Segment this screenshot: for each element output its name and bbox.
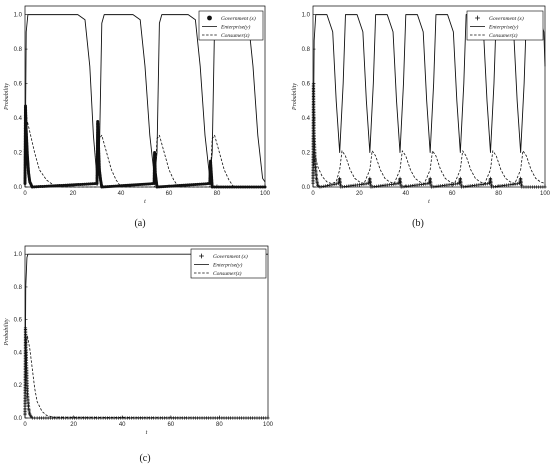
government-marker — [230, 185, 234, 189]
legend-label: Consumer(z) — [221, 32, 250, 39]
government-marker — [543, 185, 547, 189]
y-tick-label: 0.8 — [14, 47, 23, 53]
y-tick-label: 0.0 — [302, 185, 311, 191]
plot-frame — [24, 5, 266, 188]
y-tick-label: 0.6 — [302, 82, 311, 88]
legend-label: Enterprise(y) — [488, 24, 518, 31]
y-axis-label: Probability — [292, 83, 298, 111]
government-marker — [217, 185, 221, 189]
chart-panel-a: 0 20 40 60 80 100 0.0 0.2 0.4 0.6 0.8 1.0 t Probabili… — [4, 5, 271, 229]
x-tick-label: 20 — [70, 191, 77, 197]
legend: Government (x) Enterprise(y)Consumer(z) — [466, 10, 544, 41]
series-consumer-line — [312, 150, 546, 184]
y-tick-label: 0.6 — [14, 318, 23, 324]
y-tick-label: 1.0 — [14, 13, 23, 19]
x-tick-label: 0 — [311, 191, 315, 197]
government-marker — [237, 185, 241, 189]
y-tick-label: 0.4 — [14, 350, 23, 356]
panel-caption: (a) — [134, 218, 145, 229]
x-tick-label: 0 — [23, 191, 27, 197]
government-marker — [215, 185, 219, 189]
y-tick-label: 0.8 — [302, 47, 311, 53]
y-tick-label: 0.0 — [14, 185, 23, 191]
legend-swatch-government — [199, 253, 204, 259]
government-marker — [212, 185, 216, 189]
x-tick-label: 40 — [118, 191, 125, 197]
legend-label: Government (x) — [221, 15, 256, 22]
government-marker — [256, 185, 260, 189]
y-tick-label: 0.2 — [302, 151, 311, 157]
legend-swatch-government — [475, 15, 480, 21]
x-tick-label: 80 — [495, 191, 502, 197]
legend: Government (x) Enterprise(y)Consumer(z) — [190, 248, 267, 279]
chart-panel-c: 0 20 40 60 80 100 0.0 0.2 0.4 0.6 0.8 1.0 t Probabili… — [4, 245, 274, 464]
y-tick-label: 0.4 — [14, 116, 23, 122]
government-marker — [219, 185, 223, 189]
y-tick-label: 1.0 — [302, 13, 311, 19]
government-marker — [245, 185, 249, 189]
x-tick-label: 20 — [356, 191, 363, 197]
x-tick-label: 0 — [23, 422, 27, 428]
series-government-markers — [23, 104, 267, 189]
legend-label: Government (x) — [489, 15, 524, 22]
government-marker — [261, 185, 265, 189]
x-tick-label: 20 — [70, 422, 77, 428]
legend-label: Enterprise(y) — [212, 262, 242, 269]
y-tick-label: 0.2 — [14, 383, 23, 389]
y-tick-label: 0.6 — [14, 82, 23, 88]
y-tick-label: 0.4 — [302, 116, 311, 122]
x-tick-label: 100 — [263, 422, 274, 428]
x-tick-label: 60 — [167, 422, 174, 428]
x-tick-label: 80 — [214, 191, 221, 197]
legend-label: Consumer(z) — [489, 32, 518, 39]
x-tick-label: 100 — [260, 191, 271, 197]
legend-label: Government (x) — [213, 253, 248, 260]
government-marker — [221, 185, 225, 189]
government-marker — [241, 185, 245, 189]
x-axis-label: t — [144, 199, 146, 205]
government-marker — [223, 185, 227, 189]
x-tick-label: 100 — [540, 191, 550, 197]
legend: Government (x) Enterprise(y)Consumer(z) — [198, 10, 264, 41]
y-tick-label: 0.2 — [14, 151, 23, 157]
government-marker — [210, 185, 214, 189]
y-axis-label: Probability — [4, 318, 10, 346]
x-axis-label: t — [428, 199, 430, 205]
panel-caption: (b) — [412, 218, 424, 229]
government-marker — [228, 185, 232, 189]
y-tick-label: 0.8 — [14, 285, 23, 291]
series-consumer-line — [24, 121, 265, 188]
x-tick-label: 60 — [166, 191, 173, 197]
y-axis-label: Probability — [4, 83, 10, 111]
y-tick-label: 1.0 — [14, 252, 23, 258]
series-consumer-line — [24, 335, 269, 419]
legend-label: Enterprise(y) — [220, 24, 250, 31]
government-marker — [226, 185, 230, 189]
panel-caption: (c) — [139, 453, 150, 464]
series-government-markers — [23, 326, 270, 420]
series-enterprise-line — [24, 253, 268, 419]
x-tick-label: 40 — [119, 422, 126, 428]
legend-label: Consumer(z) — [213, 270, 242, 277]
series-enterprise-line — [312, 14, 546, 188]
y-tick-label: 0.0 — [14, 416, 23, 422]
x-tick-label: 80 — [216, 422, 223, 428]
x-axis-label: t — [146, 430, 148, 436]
x-tick-label: 40 — [402, 191, 409, 197]
series-enterprise-line — [24, 14, 266, 188]
legend-swatch-government — [207, 15, 212, 21]
x-tick-label: 60 — [449, 191, 456, 197]
chart-panel-b: 0 20 40 60 80 100 0.0 0.2 0.4 0.6 0.8 1.0 t Probabili… — [292, 5, 550, 229]
